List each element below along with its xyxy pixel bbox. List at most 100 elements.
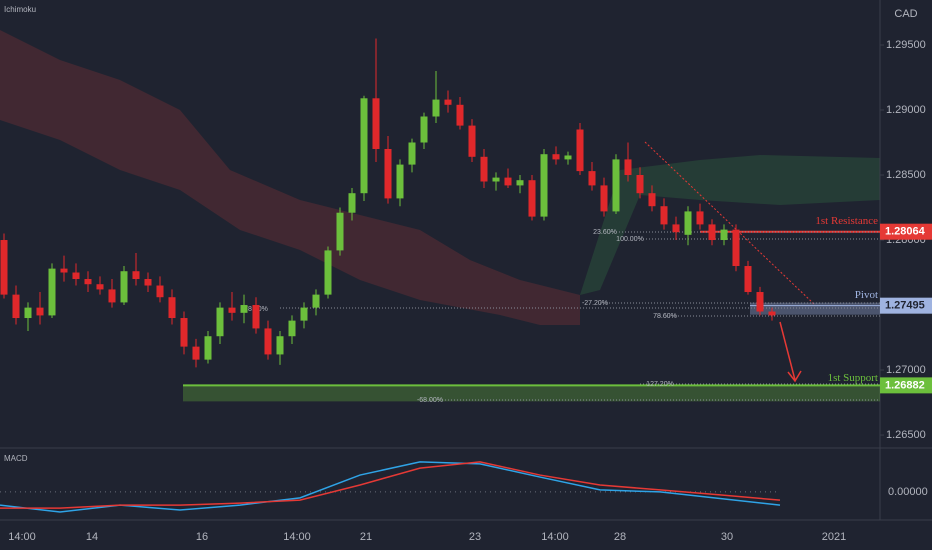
candle-body	[456, 104, 464, 126]
candle-body	[660, 206, 668, 225]
candle-body	[72, 272, 80, 280]
candle-body	[360, 98, 368, 194]
candle-body	[96, 284, 104, 290]
candle-body	[348, 193, 356, 213]
candle-body	[600, 185, 608, 212]
candle-body	[684, 211, 692, 235]
candle-body	[420, 116, 428, 143]
candle-body	[216, 307, 224, 337]
candle-body	[336, 212, 344, 251]
y-tick-label: 1.26500	[886, 429, 926, 441]
x-tick-label: 23	[469, 531, 481, 543]
fib-label: 78.60%	[653, 313, 677, 320]
candle-body	[672, 224, 680, 233]
candle-body	[648, 193, 656, 207]
arrow	[779, 321, 802, 383]
candle-body	[612, 159, 620, 212]
fib-label: 23.60%	[593, 229, 617, 236]
y-tick-label: 1.29000	[886, 104, 926, 116]
candle-body	[588, 171, 596, 186]
candle-body	[636, 175, 644, 194]
candle-body	[720, 229, 728, 241]
candle-body	[0, 240, 8, 295]
candle-body	[240, 305, 248, 313]
candle-body	[528, 180, 536, 217]
fib-label: -27.20%	[582, 300, 608, 307]
level-name: 1st Resistance	[815, 215, 878, 227]
candle-body	[432, 99, 440, 117]
candle-body	[192, 346, 200, 360]
candle-body	[288, 320, 296, 337]
x-tick-label: 14:00	[8, 531, 36, 543]
x-tick-label: 2021	[822, 531, 846, 543]
x-tick-label: 14:00	[541, 531, 569, 543]
candle-body	[552, 154, 560, 160]
price-badge-label: 1.28064	[885, 226, 926, 238]
candle-body	[408, 142, 416, 165]
candle-body	[132, 271, 140, 280]
x-tick-label: 28	[614, 531, 626, 543]
x-tick-label: 30	[721, 531, 733, 543]
candle-body	[492, 177, 500, 182]
fib-label: 100.00%	[616, 236, 644, 243]
x-tick-label: 14:00	[283, 531, 311, 543]
candle-body	[744, 266, 752, 293]
candle-body	[24, 307, 32, 319]
candle-body	[708, 224, 716, 241]
candle-body	[324, 250, 332, 295]
support-zone	[183, 385, 880, 402]
candle-body	[228, 307, 236, 313]
indicator-label: Ichimoku	[4, 5, 36, 14]
candle-body	[576, 129, 584, 172]
candle-body	[144, 279, 152, 286]
macd-tick-label: 0.00000	[888, 486, 928, 498]
x-tick-label: 21	[360, 531, 372, 543]
candle-body	[36, 307, 44, 316]
price-badge-label: 1.27495	[885, 300, 925, 312]
candle-body	[156, 285, 164, 298]
candle-body	[732, 229, 740, 267]
candle-body	[696, 211, 704, 225]
candle-body	[444, 99, 452, 105]
candle-body	[252, 305, 260, 329]
candle-body	[12, 294, 20, 319]
macd-line	[0, 461, 781, 513]
x-tick-label: 16	[196, 531, 208, 543]
candle-body	[480, 156, 488, 182]
candle-body	[756, 292, 764, 312]
price-badge	[880, 377, 932, 394]
fib-label: 127.20%	[646, 381, 674, 388]
candle-body	[276, 336, 284, 355]
price-badge	[880, 223, 932, 240]
candle-body	[168, 297, 176, 319]
candle-body	[312, 294, 320, 308]
candle-body	[468, 125, 476, 157]
y-tick-label: 1.27000	[886, 364, 926, 376]
price-badge	[880, 297, 932, 314]
candle-body	[564, 155, 572, 160]
candle-body	[372, 98, 380, 149]
candle-body	[108, 289, 116, 303]
candle-body	[84, 279, 92, 285]
y-tick-label: 1.29500	[886, 39, 926, 51]
ichimoku-cloud	[580, 155, 880, 295]
macd-title: MACD	[4, 454, 28, 463]
level-name: Pivot	[855, 289, 878, 301]
macd-line	[0, 461, 781, 509]
candle-body	[120, 271, 128, 303]
candle-body	[384, 149, 392, 199]
candle-body	[396, 164, 404, 199]
ichimoku-cloud	[0, 30, 580, 325]
price-badge-label: 1.26882	[885, 379, 925, 391]
candle-body	[204, 336, 212, 360]
candle-body	[504, 177, 512, 186]
candle-body	[768, 311, 776, 316]
currency: CAD	[894, 8, 917, 20]
level-name: 1st Support	[828, 372, 878, 384]
candle-body	[624, 159, 632, 176]
x-tick-label: 14	[86, 531, 98, 543]
candle-body	[60, 268, 68, 273]
candle-body	[540, 154, 548, 217]
